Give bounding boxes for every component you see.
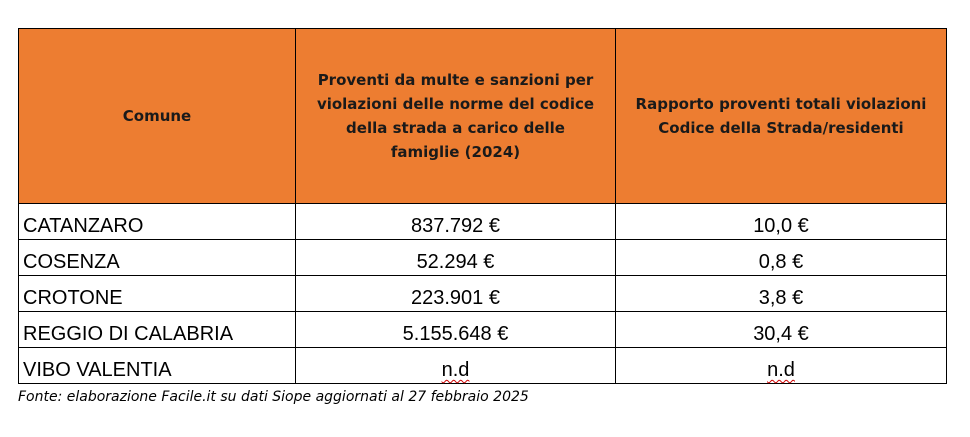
table-row: REGGIO DI CALABRIA 5.155.648 €30,4 € [18,311,947,348]
value-cell: 52.294 € [295,239,616,276]
header-row: Comune Proventi da multe e sanzioni per v… [18,28,947,204]
value-cell: n.d [295,347,616,384]
municipality-cell: CATANZARO [18,203,296,240]
table-row: VIBO VALENTIA n.d n.d [18,347,947,384]
value-cell: 0,8 € [615,239,947,276]
municipality-cell: VIBO VALENTIA [18,347,296,384]
table-row: CROTONE 223.901 €3,8 € [18,275,947,312]
value-cell: 5.155.648 € [295,311,616,348]
municipality-cell: COSENZA [18,239,296,276]
value-cell: 837.792 € [295,203,616,240]
municipality-cell: REGGIO DI CALABRIA [18,311,296,348]
header-cell: Rapporto proventi totali violazioni Codi… [615,28,947,204]
source-note: Fonte: elaborazione Facile.it su dati Si… [18,389,529,405]
table-body: CATANZARO 837.792 €10,0 € COSENZA 52.294 €0… [18,203,947,384]
value-cell: n.d [615,347,947,384]
table-row: COSENZA 52.294 €0,8 € [18,239,947,276]
table-row: CATANZARO 837.792 €10,0 € [18,203,947,240]
value-cell: 30,4 € [615,311,947,348]
data-table: Comune Proventi da multe e sanzioni per v… [18,28,947,384]
municipality-cell: CROTONE [18,275,296,312]
value-cell: 223.901 € [295,275,616,312]
header-cell: Proventi da multe e sanzioni per violazi… [295,28,616,204]
table-container: Comune Proventi da multe e sanzioni per v… [18,28,947,405]
header-cell: Comune [18,28,296,204]
value-cell: 10,0 € [615,203,947,240]
value-cell: 3,8 € [615,275,947,312]
